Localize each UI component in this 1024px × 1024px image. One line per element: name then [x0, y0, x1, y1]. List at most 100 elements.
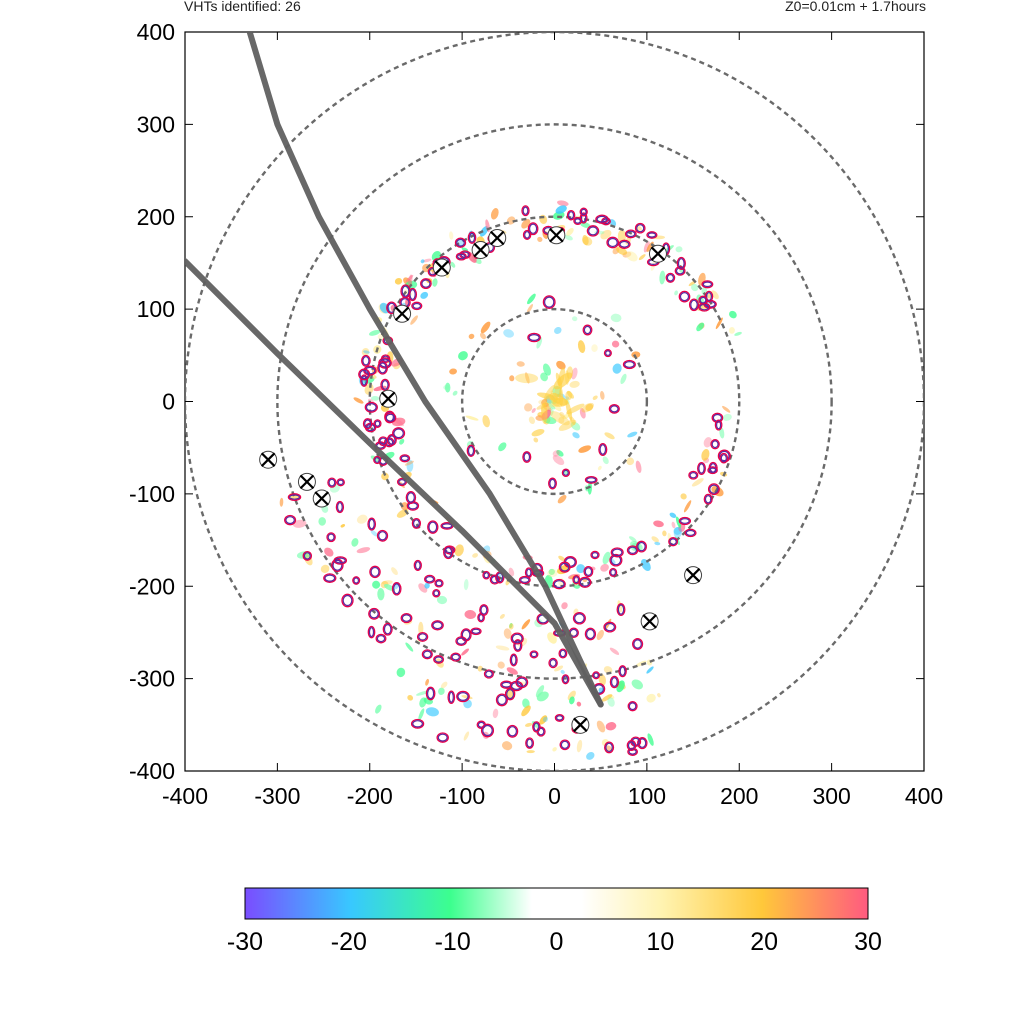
field-blob	[556, 450, 564, 457]
track-lines	[185, 32, 604, 708]
field-blob	[524, 403, 533, 412]
contour-ring	[522, 229, 532, 240]
contour-ring	[332, 559, 343, 571]
contour-ring	[510, 654, 517, 666]
contour-ring	[369, 565, 381, 579]
contour-ring	[676, 256, 686, 270]
contour-ring	[610, 547, 624, 558]
contour-ring	[572, 612, 586, 625]
contour-ring	[525, 737, 535, 749]
contour-ring	[489, 574, 500, 585]
contour-ring	[411, 517, 422, 529]
contour-ring	[590, 550, 600, 560]
contour-ring	[358, 368, 371, 381]
contour-ring	[401, 614, 412, 622]
field-blob	[729, 310, 737, 319]
field-blob	[572, 316, 578, 322]
contour-ring	[698, 295, 708, 305]
contour-ring	[527, 332, 541, 343]
y-tick-label: -200	[129, 573, 175, 599]
field-blob	[356, 514, 368, 524]
contour-ring	[528, 334, 540, 342]
field-blob	[479, 332, 487, 340]
contour-ring	[324, 574, 336, 582]
field-blob	[631, 351, 641, 359]
contour-ring	[520, 577, 530, 583]
field-blob	[416, 690, 430, 696]
field-blob	[601, 694, 613, 702]
contour-ring	[367, 625, 376, 639]
field-blob	[539, 715, 548, 725]
field-blob	[578, 445, 592, 453]
contour-ring	[573, 217, 583, 225]
colorbar	[244, 887, 869, 920]
contour-ring	[381, 380, 389, 390]
contour-ring	[574, 218, 581, 224]
contour-ring	[680, 518, 690, 524]
contour-ring	[558, 648, 568, 659]
contour-ring	[684, 528, 697, 538]
field-blob	[555, 205, 567, 214]
colorbar-tick-label: -20	[331, 928, 367, 956]
contour-ring	[598, 442, 608, 457]
contour-ring	[606, 236, 620, 249]
field-blob	[552, 747, 557, 752]
contour-ring	[457, 691, 469, 701]
contour-ring	[456, 690, 470, 703]
field-blob	[480, 226, 489, 237]
field-blob	[400, 502, 409, 511]
contour-ring	[524, 231, 531, 239]
contour-ring	[400, 613, 413, 624]
field-blob	[671, 521, 676, 529]
contour-ring	[521, 205, 530, 217]
contour-ring	[690, 299, 698, 310]
colorbar-tick-label: -10	[435, 928, 471, 956]
contour-ring	[668, 537, 679, 547]
field-blob	[617, 229, 627, 243]
field-blob	[674, 290, 678, 296]
field-blob	[626, 457, 635, 466]
field-blob	[547, 569, 558, 578]
field-blob	[719, 427, 725, 439]
contour-ring	[420, 278, 432, 290]
core-blob	[537, 392, 559, 401]
field-blob	[531, 408, 536, 413]
field-blob	[602, 551, 611, 565]
field-blob	[722, 413, 732, 421]
field-blob	[443, 384, 450, 390]
contour-ring	[485, 670, 493, 678]
contour-ring	[374, 457, 381, 463]
contour-ring	[359, 369, 369, 380]
contour-ring	[375, 633, 387, 644]
contour-ring	[374, 420, 381, 427]
contour-ring	[714, 419, 723, 431]
contour-ring	[455, 636, 468, 646]
contour-ring	[364, 401, 378, 413]
vht-count-label: VHTs identified: 26	[184, 0, 301, 14]
field-blob	[734, 331, 742, 336]
field-blob	[596, 720, 606, 733]
field-blob	[592, 395, 598, 400]
contour-ring	[605, 742, 613, 753]
contour-ring	[560, 562, 570, 572]
field-blob	[683, 500, 692, 513]
contour-ring	[414, 561, 421, 570]
contour-ring	[284, 514, 297, 526]
contour-ring	[471, 628, 481, 634]
x-tick-label: -200	[347, 783, 393, 809]
core-blob	[569, 416, 576, 425]
contour-ring	[479, 604, 489, 616]
contour-ring	[285, 516, 295, 525]
contour-ring	[336, 478, 345, 487]
contour-ring	[360, 374, 369, 387]
contour-ring	[393, 583, 401, 595]
field-blob	[576, 564, 586, 574]
vht-marker	[297, 472, 316, 491]
contour-ring	[586, 477, 597, 483]
contour-ring	[370, 566, 380, 577]
contour-ring	[433, 590, 440, 597]
field-blob	[480, 321, 491, 334]
y-tick-label: 400	[137, 19, 175, 45]
contour-ring	[701, 280, 714, 289]
field-blob	[495, 645, 510, 651]
